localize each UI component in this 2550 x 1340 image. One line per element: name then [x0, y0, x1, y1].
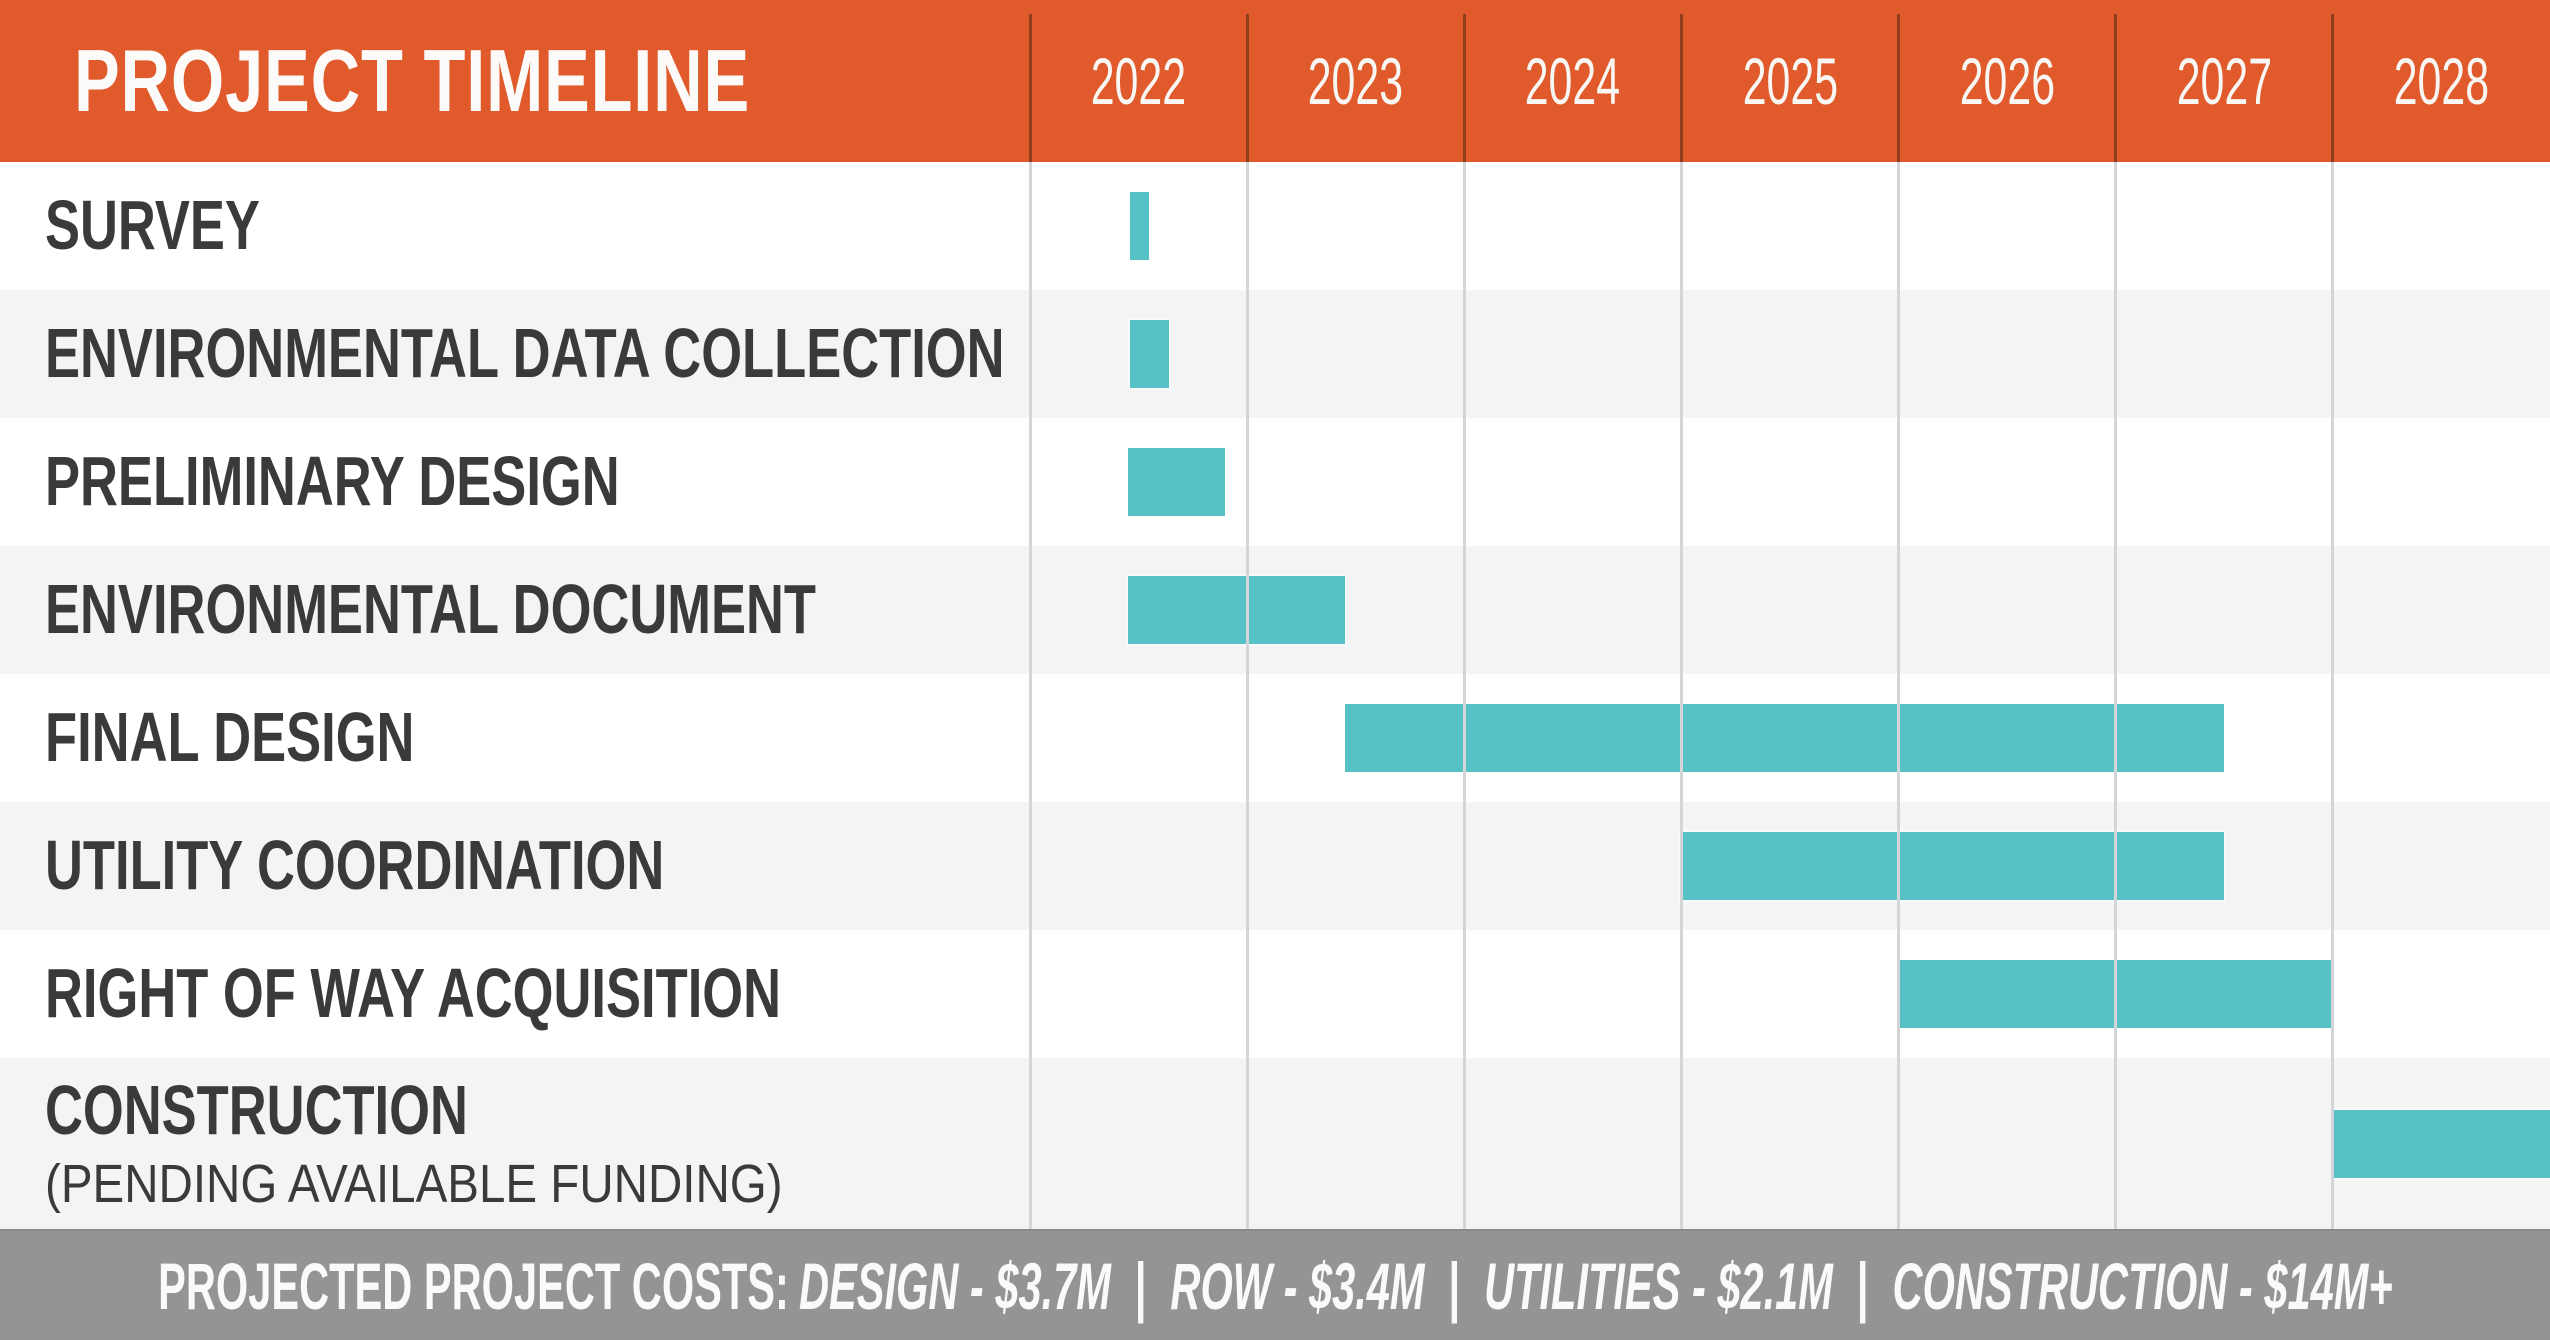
- year-label-text: 2028: [2393, 44, 2490, 118]
- gantt-row: ENVIRONMENTAL DOCUMENT: [0, 546, 2550, 674]
- footer-separator: |: [1448, 1248, 1460, 1323]
- year-label: 2023: [1247, 0, 1464, 162]
- year-label: 2027: [2116, 0, 2333, 162]
- gantt-rows-area: SURVEY ENVIRONMENTAL DATA COLLECTION PRELI…: [0, 162, 2550, 1229]
- year-gridline-header-segment: [1897, 14, 1901, 162]
- task-label: RIGHT OF WAY ACQUISITION: [45, 954, 782, 1033]
- task-label-block: ENVIRONMENTAL DATA COLLECTION: [45, 316, 1324, 392]
- gantt-row: FINAL DESIGN: [0, 674, 2550, 802]
- year-label: 2028: [2333, 0, 2550, 162]
- footer-costs-prefix: PROJECTED PROJECT COSTS:: [157, 1248, 789, 1323]
- gantt-bar: [1681, 832, 2225, 900]
- year-gridline: [1028, 162, 1032, 1229]
- gantt-row: UTILITY COORDINATION: [0, 802, 2550, 930]
- task-label: CONSTRUCTION: [45, 1070, 468, 1149]
- task-label: UTILITY COORDINATION: [45, 826, 665, 905]
- gantt-row: ENVIRONMENTAL DATA COLLECTION: [0, 290, 2550, 418]
- footer-cost-item: ROW - $3.4M: [1170, 1248, 1425, 1323]
- gantt-bar: [1127, 576, 1345, 644]
- year-label-text: 2026: [1959, 44, 2055, 118]
- page-title: PROJECT TIMELINE: [74, 31, 751, 130]
- year-label: 2025: [1681, 0, 1898, 162]
- gantt-row: CONSTRUCTION (PENDING AVAILABLE FUNDING): [0, 1058, 2550, 1229]
- task-label: PRELIMINARY DESIGN: [45, 442, 620, 521]
- year-gridline-header-segment: [1245, 14, 1249, 162]
- task-label-block: RIGHT OF WAY ACQUISITION: [45, 956, 1026, 1032]
- year-label-text: 2023: [1307, 44, 1404, 118]
- gantt-bar: [1344, 704, 2225, 772]
- footer-cost-item: UTILITIES - $2.1M: [1483, 1248, 1833, 1323]
- year-label-text: 2024: [1525, 44, 1621, 118]
- task-label-block: SURVEY: [45, 188, 332, 264]
- year-label-text: 2027: [2176, 44, 2272, 118]
- footer-cost-item: DESIGN - $3.7M: [798, 1248, 1111, 1323]
- task-label: ENVIRONMENTAL DOCUMENT: [45, 570, 816, 649]
- gantt-row: PRELIMINARY DESIGN: [0, 418, 2550, 546]
- gantt-bar: [2332, 1109, 2550, 1178]
- footer-bar: PROJECTED PROJECT COSTS: DESIGN - $3.7M | R…: [0, 1229, 2550, 1340]
- year-label-text: 2022: [1090, 44, 1187, 118]
- task-label-block: UTILITY COORDINATION: [45, 828, 871, 904]
- footer-costs-segments: DESIGN - $3.7M | ROW - $3.4M | UTILITIES - $…: [799, 1249, 2393, 1323]
- year-label-text: 2025: [1742, 44, 1838, 118]
- gantt-bar: [1127, 448, 1226, 516]
- year-label: 2026: [1899, 0, 2116, 162]
- year-label: 2024: [1464, 0, 1681, 162]
- year-gridline: [1897, 162, 1901, 1229]
- year-gridline: [2114, 162, 2118, 1229]
- year-gridline-header-segment: [2331, 14, 2335, 162]
- year-gridline: [2331, 162, 2335, 1229]
- task-label: ENVIRONMENTAL DATA COLLECTION: [45, 314, 1005, 393]
- year-gridline-header-segment: [2114, 14, 2118, 162]
- header-bar: PROJECT TIMELINE 2022 2023 2024 2025 2026 202…: [0, 0, 2550, 162]
- page-title-wrap: PROJECT TIMELINE: [74, 0, 941, 162]
- gantt-row: RIGHT OF WAY ACQUISITION: [0, 930, 2550, 1058]
- gantt-bar: [1129, 320, 1169, 388]
- year-gridline: [1462, 162, 1466, 1229]
- gantt-bar: [1129, 192, 1150, 260]
- task-label-block: PRELIMINARY DESIGN: [45, 444, 811, 520]
- year-gridline-header-segment: [1462, 14, 1466, 162]
- task-label: FINAL DESIGN: [45, 698, 415, 777]
- task-label-block: CONSTRUCTION (PENDING AVAILABLE FUNDING): [45, 1072, 883, 1214]
- year-label: 2022: [1030, 0, 1247, 162]
- gantt-row: SURVEY: [0, 162, 2550, 290]
- year-gridline: [1679, 162, 1683, 1229]
- footer-costs-line: PROJECTED PROJECT COSTS: DESIGN - $3.7M | R…: [158, 1248, 2392, 1324]
- footer-separator: |: [1856, 1248, 1869, 1323]
- task-label: SURVEY: [45, 186, 260, 265]
- task-label-block: FINAL DESIGN: [45, 700, 538, 776]
- footer-cost-item: CONSTRUCTION - $14M+: [1892, 1248, 2393, 1323]
- year-gridline: [1245, 162, 1249, 1229]
- task-label-block: ENVIRONMENTAL DOCUMENT: [45, 572, 1073, 648]
- task-sublabel: (PENDING AVAILABLE FUNDING): [45, 1154, 783, 1215]
- year-gridline-header-segment: [1028, 14, 1032, 162]
- footer-separator: |: [1134, 1248, 1147, 1323]
- year-gridline-header-segment: [1679, 14, 1683, 162]
